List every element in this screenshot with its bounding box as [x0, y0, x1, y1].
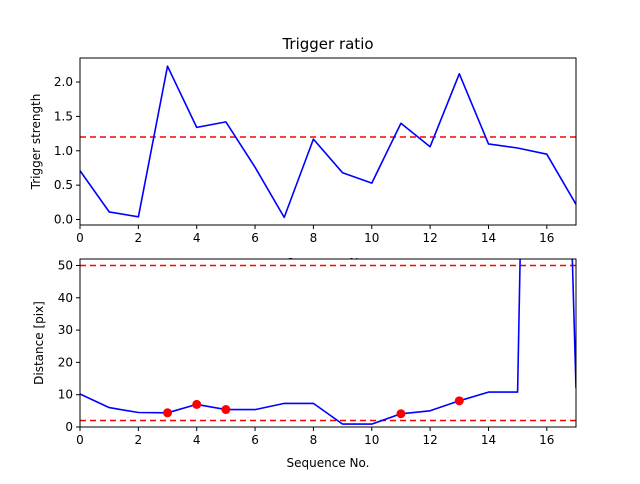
threshold-lines-bottom	[80, 264, 576, 422]
y-tick-label: 1.0	[54, 144, 73, 158]
x-tick-label: 12	[422, 231, 437, 245]
y-tick-label: 0.5	[54, 178, 73, 192]
x-tick-label: 0	[76, 231, 84, 245]
y-tick-label: 0.0	[54, 213, 73, 227]
x-tick-label: 4	[193, 231, 201, 245]
marker-point	[163, 408, 173, 418]
y-axis-label-top: Trigger strength	[29, 94, 43, 191]
series-line-top-0	[80, 65, 576, 219]
x-tick-label: 2	[135, 433, 143, 447]
x-tick-label: 2	[135, 231, 143, 245]
x-tick-label: 16	[539, 231, 554, 245]
y-tick-label: 30	[58, 323, 73, 337]
axes-frame-bottom	[79, 258, 577, 428]
distance-chart: 0 2 4 6 8 10 12 14 16 0 10 20 30 40 50 Sequence No. D…	[32, 258, 577, 470]
x-tick-label: 4	[193, 433, 201, 447]
x-tick-label: 14	[481, 231, 496, 245]
trigger-ratio-chart: 0 2 4 6 8 10 12 14 16 0.0 0.5 1.0 1.5 2.0 Trigger ra…	[29, 35, 577, 270]
y-ticks-bottom: 0 10 20 30 40 50	[58, 258, 80, 434]
x-tick-label: 12	[422, 433, 437, 447]
marker-point	[454, 396, 464, 406]
x-tick-label: 10	[364, 433, 379, 447]
plot-area-top	[80, 58, 576, 225]
marker-point	[221, 405, 231, 415]
y-tick-label: 1.5	[54, 109, 73, 123]
y-tick-label: 50	[58, 258, 73, 272]
y-tick-label: 10	[58, 388, 73, 402]
marker-point	[396, 409, 406, 419]
x-tick-label: 16	[539, 433, 554, 447]
axes-frame-top	[79, 57, 577, 226]
x-tick-label: 10	[364, 231, 379, 245]
chart-title: Trigger ratio	[281, 35, 373, 53]
series-top	[80, 65, 576, 219]
y-ticks-top: 0.0 0.5 1.0 1.5 2.0	[54, 75, 80, 227]
x-tick-label: 8	[310, 433, 318, 447]
x-tick-label: 6	[251, 433, 259, 447]
series-bottom	[80, 259, 576, 425]
x-tick-label: 0	[76, 433, 84, 447]
x-tick-label: 14	[481, 433, 496, 447]
y-tick-label: 0	[65, 420, 73, 434]
y-tick-label: 20	[58, 355, 73, 369]
x-ticks-top: 0 2 4 6 8 10 12 14 16	[76, 225, 554, 245]
y-axis-label-bottom: Distance [pix]	[32, 301, 46, 385]
x-tick-label: 8	[310, 231, 318, 245]
x-tick-label: 6	[251, 231, 259, 245]
marker-point	[192, 399, 202, 409]
x-ticks-bottom: 0 2 4 6 8 10 12 14 16	[76, 427, 554, 447]
y-tick-label: 40	[58, 291, 73, 305]
x-axis-label-bottom: Sequence No.	[287, 456, 370, 470]
y-tick-label: 2.0	[54, 75, 73, 89]
plot-area-bottom	[80, 259, 576, 427]
